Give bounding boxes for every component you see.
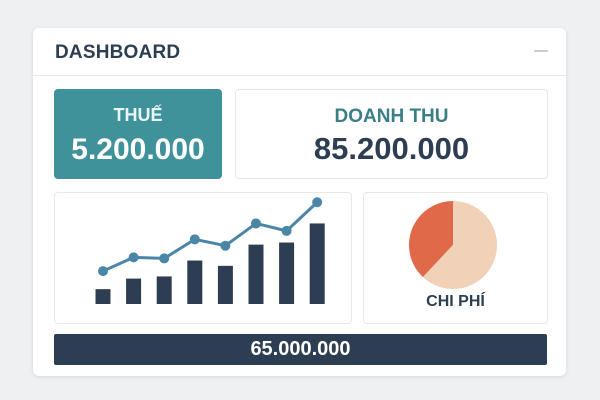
bar-1 — [95, 289, 111, 304]
trend-point-5 — [220, 240, 231, 251]
tax-card: THUẾ 5.200.000 — [54, 89, 222, 179]
pie-slice-2 — [422, 201, 497, 289]
bar-6 — [248, 244, 264, 304]
trend-point-3 — [159, 253, 170, 264]
trend-point-8 — [312, 197, 323, 208]
title-bar: DASHBOARD — [33, 28, 566, 76]
trend-chart-panel — [54, 192, 352, 324]
expense-pie-chart — [409, 201, 497, 289]
trend-point-6 — [251, 218, 261, 229]
revenue-card: DOANH THU 85.200.000 — [235, 89, 548, 179]
tax-label: THUẾ — [113, 105, 163, 125]
bar-3 — [156, 276, 172, 304]
bar-2 — [126, 278, 142, 304]
tax-value: 5.200.000 — [71, 133, 205, 166]
trend-point-4 — [189, 234, 200, 245]
revenue-label: DOANH THU — [334, 106, 449, 127]
bar-4 — [187, 260, 203, 304]
trend-point-2 — [128, 252, 139, 263]
trend-point-7 — [281, 225, 292, 236]
minimize-icon[interactable] — [534, 50, 548, 52]
expense-pie-panel: CHI PHÍ — [363, 192, 548, 324]
bar-8 — [309, 223, 325, 304]
pie-label: CHI PHÍ — [426, 293, 485, 310]
revenue-value: 85.200.000 — [313, 131, 470, 166]
bar-7 — [279, 242, 295, 304]
pie-slice-1 — [409, 201, 453, 278]
trend-chart — [95, 197, 325, 304]
bar-5 — [217, 265, 233, 304]
trend-line — [102, 201, 319, 273]
trend-point-1 — [98, 266, 108, 277]
page-title: DASHBOARD — [55, 42, 181, 63]
dashboard-window: DASHBOARD THUẾ 5.200.000 DOANH THU 85.20… — [33, 28, 566, 376]
total-bar: 65.000.000 — [54, 334, 547, 365]
